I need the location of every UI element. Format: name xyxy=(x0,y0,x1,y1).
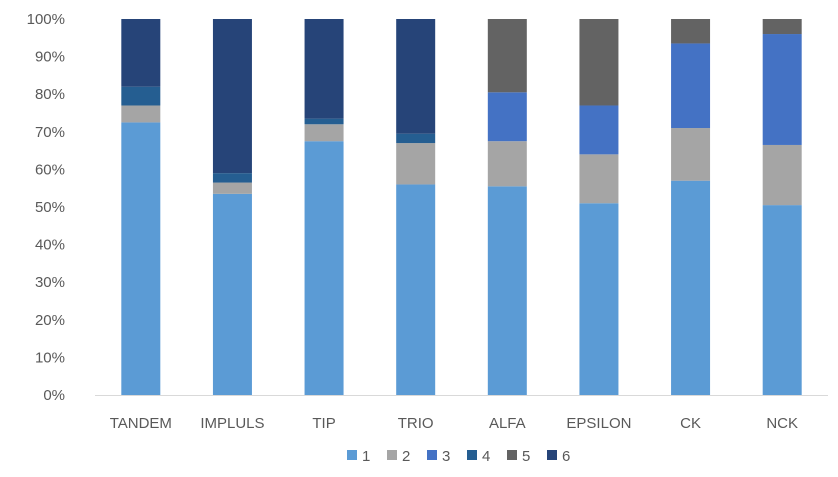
legend-label: 1 xyxy=(362,448,370,465)
bar-segment-series-3 xyxy=(579,105,619,155)
bar-stack xyxy=(762,19,802,395)
bar-segment-series-4 xyxy=(396,133,436,144)
bar-segment-series-5 xyxy=(579,19,619,106)
bar-segment-series-4 xyxy=(304,118,344,125)
y-tick-label: 70% xyxy=(35,124,65,141)
y-tick-label: 0% xyxy=(43,387,65,404)
bar-segment-series-5 xyxy=(487,19,527,93)
legend-swatch xyxy=(507,450,517,460)
y-tick-label: 80% xyxy=(35,86,65,103)
legend-label: 3 xyxy=(442,448,450,465)
bar-segment-series-2 xyxy=(396,143,436,185)
x-tick-label: TRIO xyxy=(398,415,434,432)
legend-item: 3 xyxy=(427,448,450,465)
x-tick-label: CK xyxy=(680,415,701,432)
bar-stack xyxy=(121,19,161,396)
legend-label: 4 xyxy=(482,448,490,465)
bar-segment-series-2 xyxy=(762,144,802,206)
y-tick-label: 20% xyxy=(35,312,65,329)
y-tick-label: 90% xyxy=(35,49,65,66)
bar-segment-series-1 xyxy=(671,180,711,395)
bar-segment-series-1 xyxy=(396,184,436,395)
bar-stacks xyxy=(121,19,802,396)
x-tick-label: TIP xyxy=(312,415,335,432)
bar-segment-series-1 xyxy=(579,203,619,395)
legend-item: 1 xyxy=(347,448,370,465)
bar-segment-series-2 xyxy=(121,105,161,123)
legend: 1 2 3 4 5 6 xyxy=(347,448,570,465)
legend-label: 5 xyxy=(522,448,530,465)
bar-stack xyxy=(579,19,619,395)
bar-segment-series-1 xyxy=(121,122,161,396)
bar-segment-series-6 xyxy=(212,19,252,174)
y-tick-label: 30% xyxy=(35,274,65,291)
bar-segment-series-2 xyxy=(671,128,711,181)
bar-segment-series-1 xyxy=(212,193,252,395)
legend-item: 6 xyxy=(547,448,570,465)
bar-stack xyxy=(212,19,252,395)
x-tick-label: NCK xyxy=(766,415,798,432)
y-tick-label: 100% xyxy=(27,11,65,28)
bar-stack xyxy=(304,19,344,395)
bar-segment-series-2 xyxy=(212,182,252,194)
bar-stack xyxy=(671,19,711,395)
bar-segment-series-3 xyxy=(671,43,711,129)
legend-swatch xyxy=(427,450,437,460)
bar-stack xyxy=(487,19,527,395)
bar-segment-series-4 xyxy=(121,86,161,106)
bar-segment-series-2 xyxy=(304,124,344,142)
bar-segment-series-6 xyxy=(304,19,344,119)
y-tick-label: 50% xyxy=(35,199,65,216)
legend-item: 4 xyxy=(467,448,490,465)
bar-segment-series-6 xyxy=(121,19,161,87)
y-axis-tick-labels: 0% 10% 20% 30% 40% 50% 60% 70% 80% 90% 100% xyxy=(27,11,65,404)
x-tick-label: TANDEM xyxy=(110,415,172,432)
legend-swatch xyxy=(467,450,477,460)
bar-segment-series-1 xyxy=(487,186,527,395)
y-tick-label: 60% xyxy=(35,161,65,178)
bar-segment-series-3 xyxy=(762,34,802,145)
bar-segment-series-1 xyxy=(762,205,802,395)
x-axis-tick-labels: TANDEM IMPLULS TIP TRIO ALFA EPSILON CK NCK xyxy=(110,415,798,432)
bar-segment-series-4 xyxy=(212,173,252,183)
bar-segment-series-2 xyxy=(487,141,527,187)
x-tick-label: ALFA xyxy=(489,415,526,432)
legend-label: 6 xyxy=(562,448,570,465)
bar-segment-series-2 xyxy=(579,154,619,204)
legend-label: 2 xyxy=(402,448,410,465)
bar-segment-series-5 xyxy=(762,19,802,35)
legend-swatch xyxy=(547,450,557,460)
legend-swatch xyxy=(347,450,357,460)
legend-swatch xyxy=(387,450,397,460)
bar-segment-series-3 xyxy=(487,92,527,142)
y-tick-label: 10% xyxy=(35,349,65,366)
legend-item: 5 xyxy=(507,448,530,465)
bar-segment-series-5 xyxy=(671,19,711,44)
legend-item: 2 xyxy=(387,448,410,465)
bar-stack xyxy=(396,19,436,395)
y-tick-label: 40% xyxy=(35,237,65,254)
x-tick-label: EPSILON xyxy=(566,415,631,432)
bar-segment-series-1 xyxy=(304,141,344,395)
bar-segment-series-6 xyxy=(396,19,436,134)
x-tick-label: IMPLULS xyxy=(200,415,264,432)
